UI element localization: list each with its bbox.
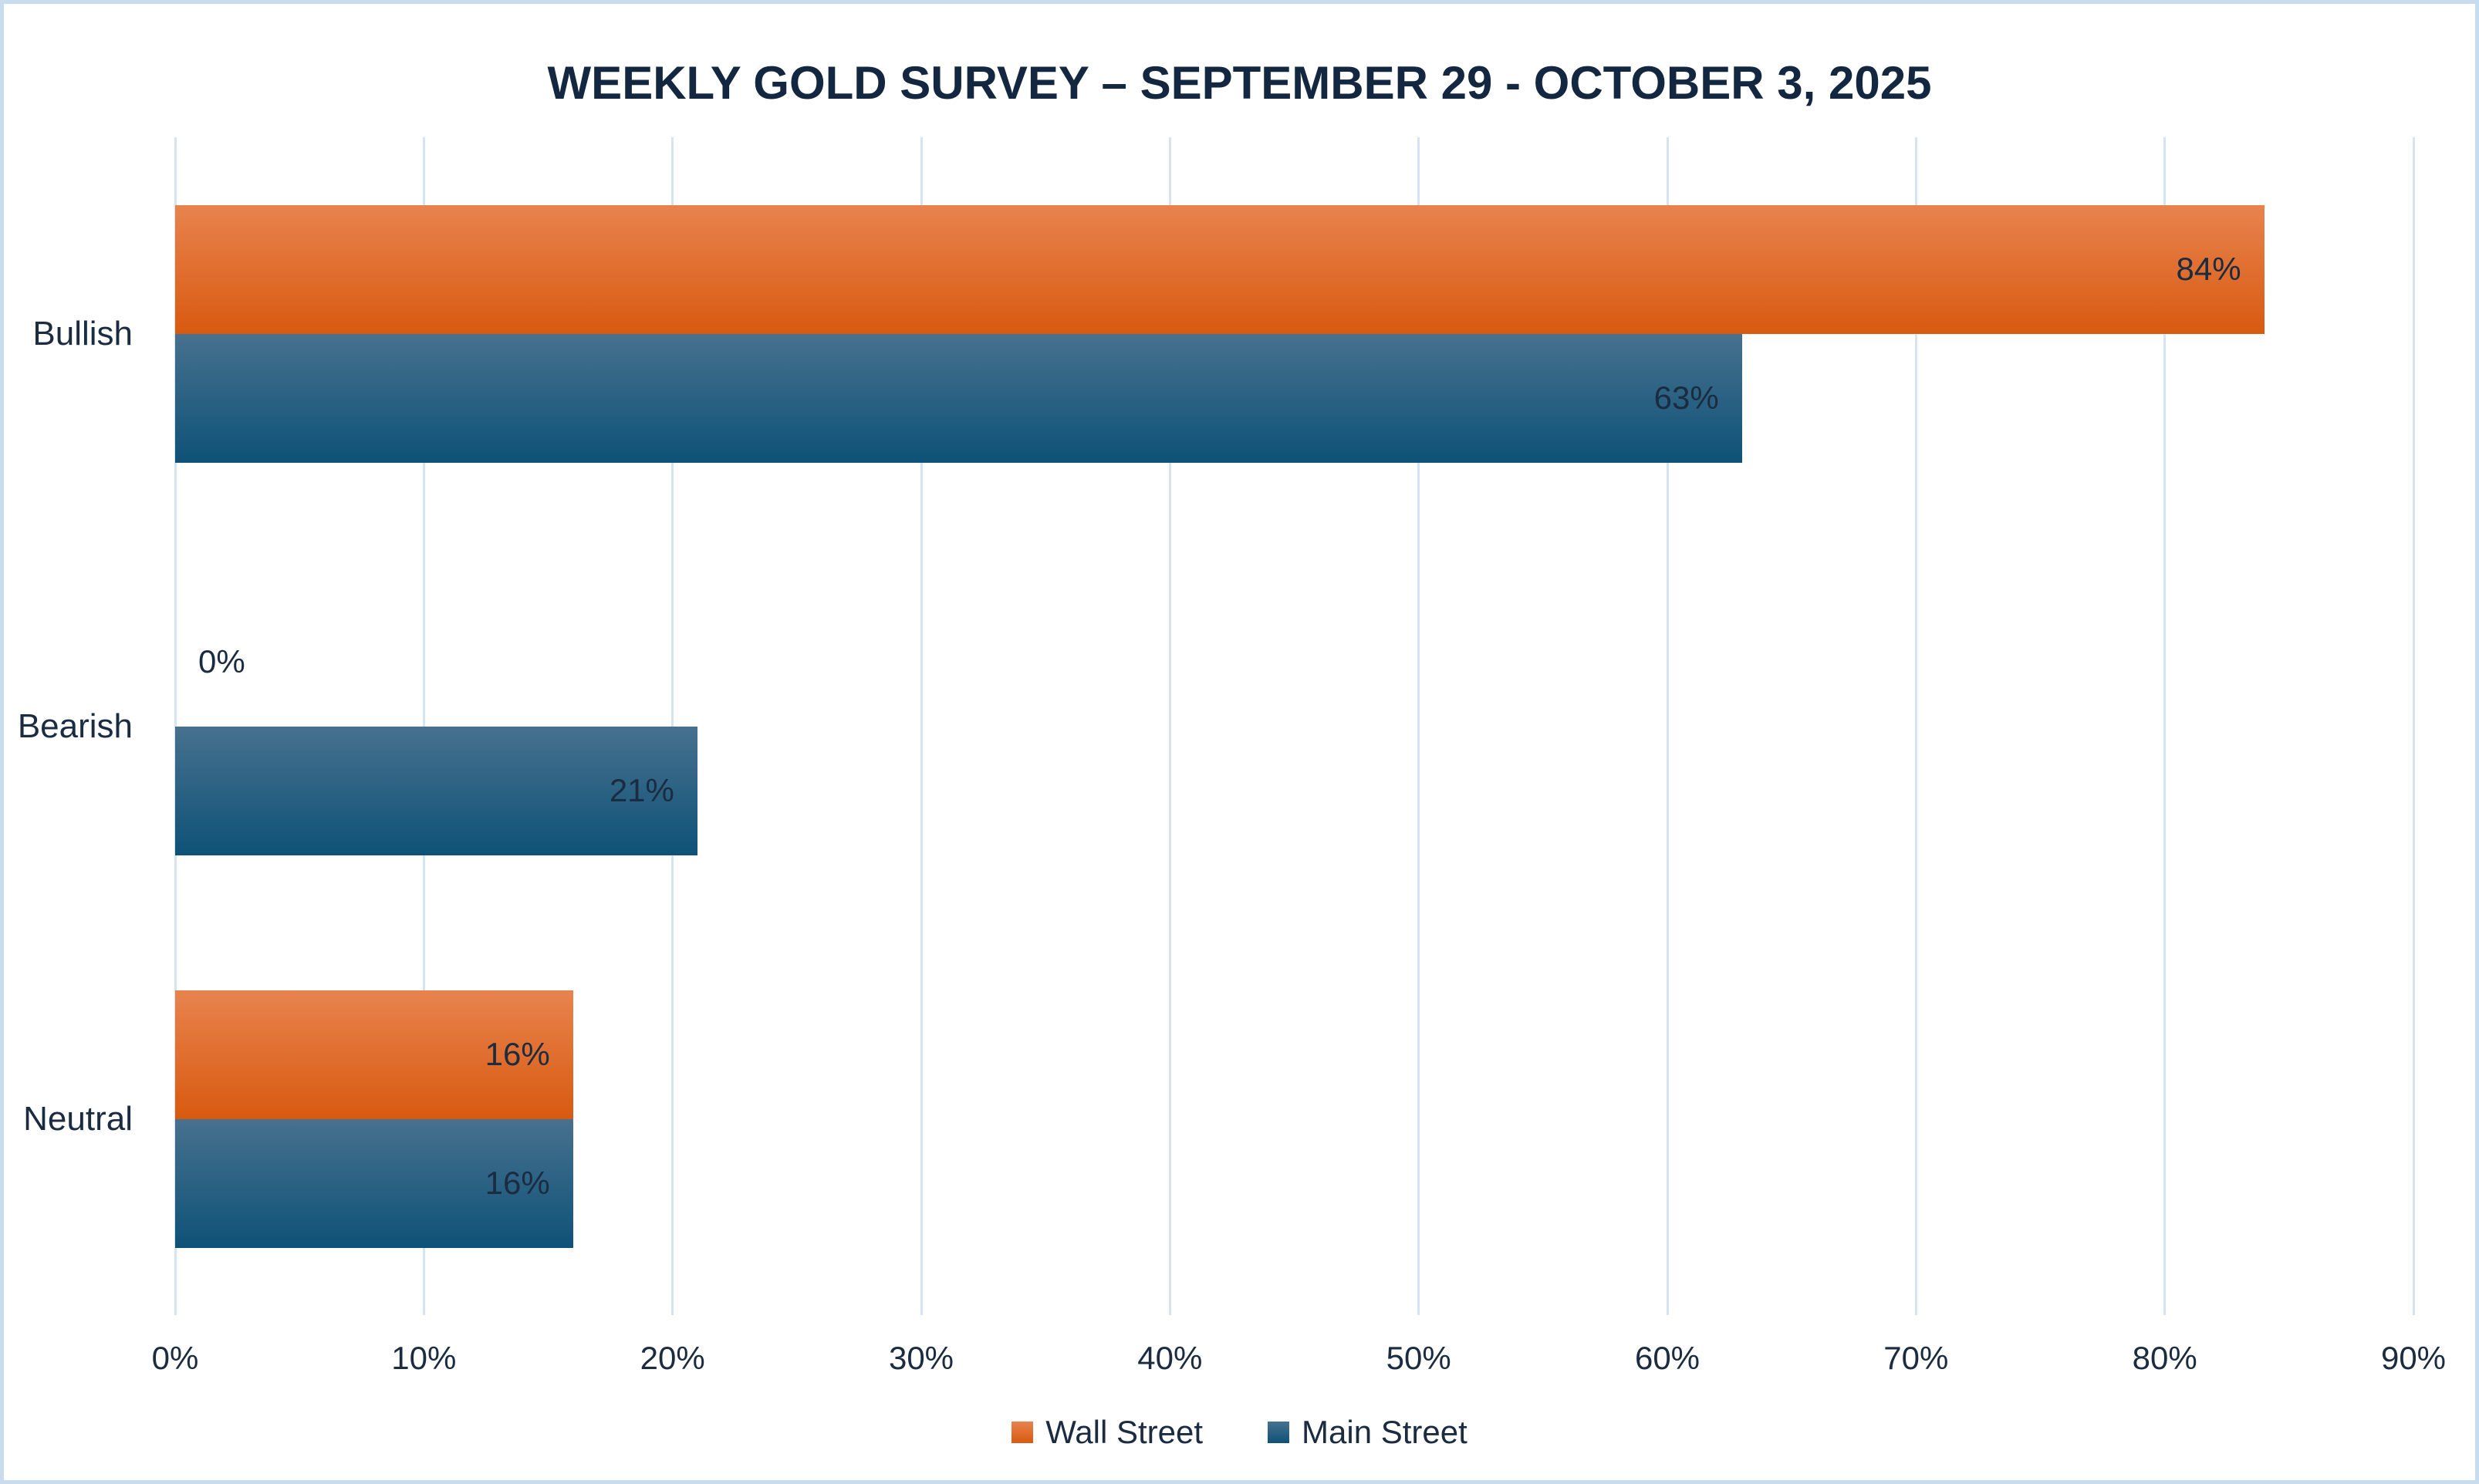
category-label: Neutral	[23, 1099, 133, 1138]
bar-wall-street-bullish	[175, 204, 2265, 334]
legend-label: Wall Street	[1045, 1414, 1204, 1450]
x-tick-label: 40%	[1137, 1340, 1203, 1376]
chart-title: WEEKLY GOLD SURVEY – SEPTEMBER 29 - OCTO…	[547, 57, 1932, 109]
x-tick-label: 10%	[391, 1340, 457, 1376]
x-tick-label: 80%	[2132, 1340, 2197, 1376]
legend-label: Main Street	[1302, 1414, 1467, 1450]
bar-value-label: 16%	[485, 1165, 550, 1201]
bar-main-street-bearish	[175, 726, 697, 855]
bar-value-label: 21%	[609, 772, 674, 808]
x-tick-label: 30%	[888, 1340, 954, 1376]
category-label: Bearish	[17, 707, 133, 745]
gridline	[920, 137, 923, 1315]
x-tick-label: 70%	[1883, 1340, 1949, 1376]
category-label: Bullish	[32, 314, 133, 352]
gridline	[1914, 137, 1917, 1315]
legend-item-main-street: Main Street	[1268, 1414, 1467, 1451]
bar-value-label: 16%	[485, 1036, 550, 1072]
gridline	[1417, 137, 1420, 1315]
x-tick-label: 50%	[1386, 1340, 1451, 1376]
legend-swatch-icon	[1012, 1422, 1034, 1443]
bar-wall-street-neutral	[175, 990, 573, 1119]
legend-item-wall-street: Wall Street	[1012, 1414, 1203, 1451]
legend-swatch-icon	[1268, 1422, 1290, 1443]
gridline	[2412, 137, 2415, 1315]
bar-value-label: 84%	[2176, 251, 2241, 287]
gridline	[2163, 137, 2167, 1315]
x-tick-label: 90%	[2380, 1340, 2447, 1376]
bar-main-street-bullish	[175, 333, 1742, 463]
plot-area: 0% 10% 20% 30% 40% 50% 60% 70% 80% 90% Bullish 84% 6…	[4, 4, 2475, 1480]
bar-value-label: 0%	[198, 643, 245, 680]
gridline	[1168, 137, 1171, 1315]
gridline	[1666, 137, 1669, 1315]
bar-main-street-neutral	[175, 1118, 573, 1248]
x-tick-label: 0%	[151, 1340, 199, 1376]
legend: Wall Street Main Street	[4, 1414, 2475, 1451]
bar-value-label: 63%	[1653, 379, 1719, 416]
x-tick-label: 20%	[640, 1340, 705, 1376]
x-tick-label: 60%	[1634, 1340, 1701, 1376]
